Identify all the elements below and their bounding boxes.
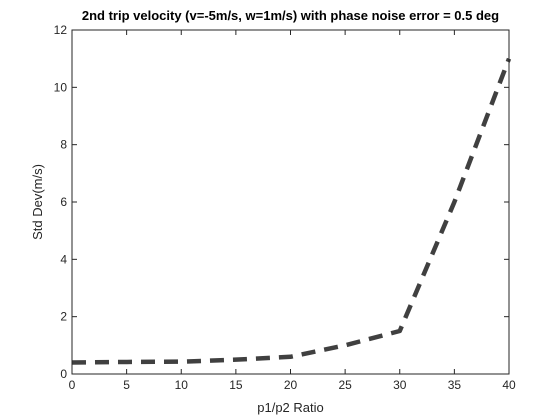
x-tick-label: 40 xyxy=(502,378,516,392)
y-tick-label: 6 xyxy=(60,195,67,209)
x-tick-label: 10 xyxy=(175,378,189,392)
y-tick-label: 2 xyxy=(60,310,67,324)
y-tick-label: 12 xyxy=(54,23,68,37)
series-line xyxy=(71,57,512,365)
y-tick-label: 10 xyxy=(54,80,68,94)
y-tick-label: 8 xyxy=(60,138,67,152)
ticks: 0 5 10 15 20 25 30 35 40 0 2 4 6 8 10 12 xyxy=(54,23,516,392)
x-tick-label: 25 xyxy=(338,378,352,392)
x-tick-label: 5 xyxy=(123,378,130,392)
y-axis-label: Std Dev(m/s) xyxy=(30,164,45,240)
x-tick-label: 35 xyxy=(448,378,462,392)
y-tick-label: 0 xyxy=(60,367,67,381)
series xyxy=(71,57,512,365)
y-tick-label: 4 xyxy=(60,252,67,266)
x-tick-label: 30 xyxy=(393,378,407,392)
chart-title: 2nd trip velocity (v=-5m/s, w=1m/s) with… xyxy=(82,8,499,23)
x-tick-label: 15 xyxy=(229,378,243,392)
x-tick-label: 0 xyxy=(69,378,76,392)
x-axis-label: p1/p2 Ratio xyxy=(257,400,324,415)
plot-area xyxy=(72,30,509,374)
x-tick-label: 20 xyxy=(284,378,298,392)
axes-box xyxy=(71,29,510,375)
